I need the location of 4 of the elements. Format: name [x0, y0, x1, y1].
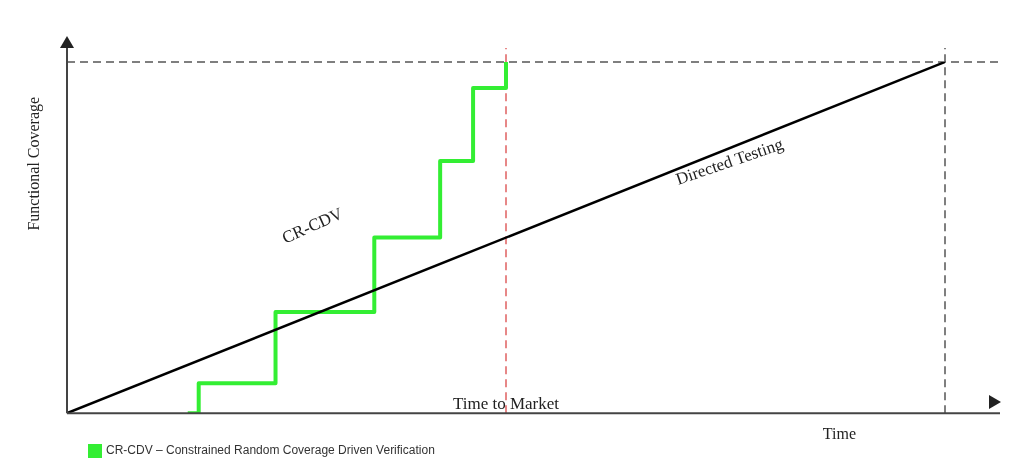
y-axis-title: Functional Coverage — [24, 96, 43, 231]
annotation: Time to Market — [452, 394, 560, 414]
legend-label: CR-CDV – Constrained Random Coverage Driven Verification — [106, 443, 435, 458]
x-axis-title: Time — [822, 425, 856, 443]
